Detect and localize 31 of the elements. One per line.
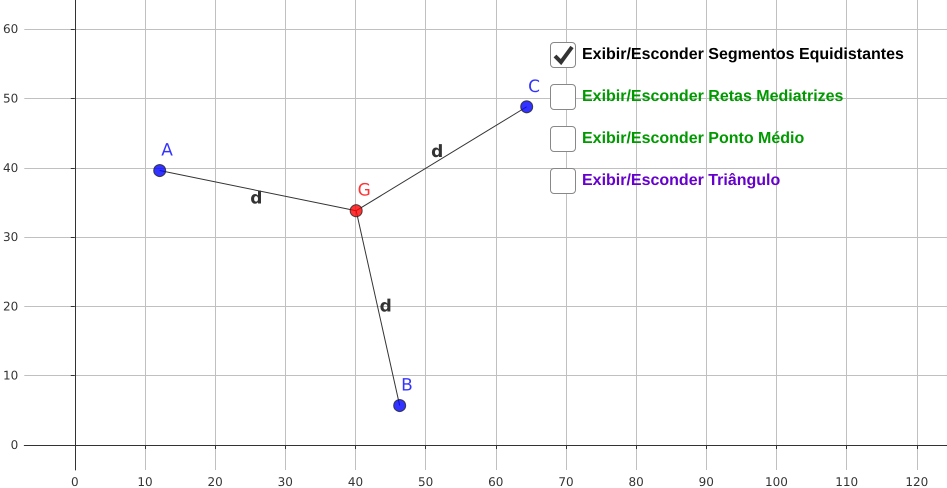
x-tick-label: 70 (558, 475, 574, 488)
x-tick-label: 40 (348, 475, 364, 488)
series-label: d (380, 296, 392, 316)
annotation: Exibir/Esconder Segmentos Equidistantes (582, 46, 904, 64)
x-tick-label: 0 (70, 475, 79, 488)
series-label: A (161, 140, 174, 161)
y-tick-label: 0 (10, 438, 18, 452)
x-tick-label: 30 (278, 475, 293, 488)
x-tick-label: 90 (698, 475, 714, 488)
x-tick-label: 110 (835, 475, 858, 488)
series-label: d (431, 142, 444, 162)
y-tick-label: 10 (2, 368, 18, 383)
x-tick-label: 80 (628, 475, 644, 488)
x-tick-label: 120 (905, 475, 928, 488)
annotation: Exibir/Esconder Triângulo (582, 172, 780, 190)
x-tick-label: 60 (488, 475, 504, 488)
series-label: B (401, 376, 413, 396)
y-tick-label: 50 (2, 91, 18, 106)
y-tick-label: 60 (2, 22, 18, 36)
series-label: d (250, 188, 262, 208)
annotation: Exibir/Esconder Retas Mediatrizes (582, 88, 844, 106)
y-tick-label: 40 (2, 160, 18, 175)
x-tick-label: 100 (765, 475, 788, 488)
y-tick-label: 30 (2, 230, 18, 244)
annotation: Exibir/Esconder Ponto Médio (582, 130, 804, 148)
y-tick-label: 20 (2, 299, 18, 314)
series-label: C (528, 76, 540, 97)
x-tick-label: 10 (137, 475, 153, 488)
series-label: G (358, 180, 371, 201)
x-tick-label: 50 (418, 475, 434, 488)
x-tick-label: 20 (207, 475, 223, 488)
